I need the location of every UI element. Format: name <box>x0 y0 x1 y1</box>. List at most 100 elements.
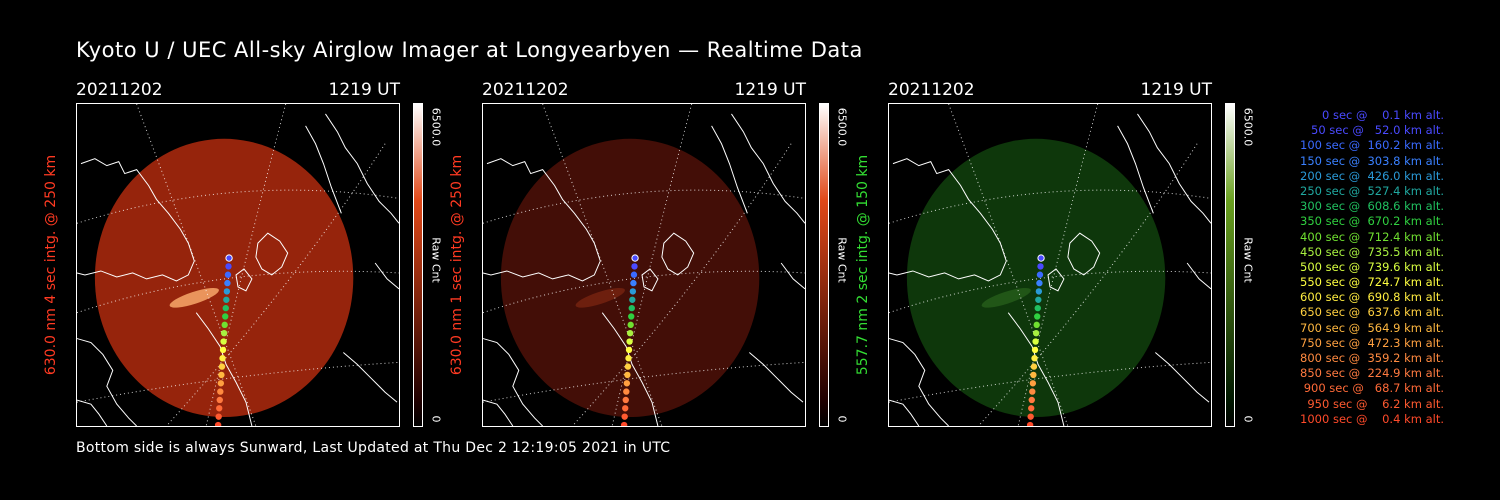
trajectory-point <box>1034 313 1041 320</box>
coastline <box>889 338 949 426</box>
aurora-arc <box>981 288 1031 308</box>
trajectory-point <box>216 396 223 404</box>
trajectory-point <box>215 413 222 420</box>
coastline <box>77 338 137 426</box>
coastline <box>1186 262 1211 290</box>
coastline <box>325 113 399 224</box>
trajectory-legend-entry: 550 sec @ 724.7 km alt. <box>1300 275 1444 290</box>
trajectory-legend-entry: 100 sec @ 160.2 km alt. <box>1300 138 1444 153</box>
allsky-image <box>76 103 400 427</box>
trajectory-point <box>626 338 633 345</box>
panel-557nm-2sec: 20211202 1219 UT 557.7 nm 2 sec intg. @ … <box>855 80 1288 430</box>
trajectory-point <box>219 355 226 362</box>
trajectory-point <box>631 263 638 270</box>
coastline <box>1137 113 1211 224</box>
trajectory-point <box>220 338 227 345</box>
trajectory-legend-entry: 350 sec @ 670.2 km alt. <box>1300 214 1444 229</box>
panel-date: 20211202 <box>76 80 163 100</box>
coastline <box>889 399 920 426</box>
trajectory-legend-entry: 800 sec @ 359.2 km alt. <box>1300 351 1444 365</box>
panel-630nm-4sec: 20211202 1219 UT 630.0 nm 4 sec intg. @ … <box>43 80 476 430</box>
trajectory-legend-entry: 750 sec @ 472.3 km alt. <box>1300 335 1444 350</box>
coastline <box>731 113 805 224</box>
panel-wavelength-label: 630.0 nm 1 sec intg. @ 250 km <box>449 154 465 376</box>
grid-line <box>889 189 1211 224</box>
coastline <box>77 399 108 426</box>
trajectory-point <box>222 313 229 320</box>
coastline <box>343 352 398 403</box>
coastline <box>77 158 195 282</box>
coastline <box>483 338 543 426</box>
panel-time: 1219 UT <box>328 80 401 100</box>
coastline <box>195 312 253 426</box>
trajectory-legend-entry: 500 sec @ 739.6 km alt. <box>1300 259 1444 274</box>
trajectory-point <box>219 346 227 354</box>
colorbar <box>819 103 829 427</box>
trajectory-point <box>623 388 630 395</box>
trajectory-legend-entry: 200 sec @ 426.0 km alt. <box>1300 168 1444 183</box>
trajectory-point <box>630 271 638 278</box>
trajectory-point <box>217 388 224 395</box>
trajectory-legend: 0 sec @ 0.1 km alt. 50 sec @ 52.0 km alt.… <box>1204 108 1444 427</box>
trajectory-point <box>1037 254 1045 262</box>
colorbar-unit-label: Raw Cnt <box>835 237 849 283</box>
trajectory-point <box>625 355 632 362</box>
trajectory-point <box>220 329 228 337</box>
grid-line <box>483 189 805 224</box>
trajectory-point <box>222 304 229 312</box>
trajectory-legend-entry: 700 sec @ 564.9 km alt. <box>1300 320 1444 335</box>
trajectory-point <box>1031 346 1039 354</box>
panel-time: 1219 UT <box>734 80 807 100</box>
trajectory-legend-entry: 0 sec @ 0.1 km alt. <box>1321 108 1444 122</box>
trajectory-point <box>626 329 634 337</box>
coastline <box>483 158 601 282</box>
trajectory-point <box>627 321 634 329</box>
airglow-disc <box>906 138 1166 418</box>
grid-line <box>166 143 386 426</box>
trajectory-point <box>1030 371 1037 379</box>
panel-date: 20211202 <box>888 80 975 100</box>
grid-line <box>77 189 399 224</box>
trajectory-legend-entry: 400 sec @ 712.4 km alt. <box>1300 229 1444 244</box>
grid-line <box>978 143 1198 426</box>
trajectory-point <box>218 363 226 370</box>
colorbar <box>1225 103 1235 427</box>
trajectory-point <box>1030 363 1038 370</box>
panel-wavelength-label: 557.7 nm 2 sec intg. @ 150 km <box>855 154 871 376</box>
coastline <box>1047 268 1065 292</box>
coastline <box>255 232 289 276</box>
trajectory-point <box>223 288 231 295</box>
trajectory-point <box>622 396 629 404</box>
trajectory-point <box>218 371 225 379</box>
trajectory-point <box>225 254 233 262</box>
coastline <box>601 312 659 426</box>
trajectory-point <box>624 363 632 370</box>
trajectory-point <box>1035 296 1042 303</box>
trajectory-point <box>225 263 232 270</box>
colorbar-min-label: 0 <box>429 415 443 423</box>
trajectory-point <box>1026 421 1034 426</box>
trajectory-legend-entry: 900 sec @ 68.7 km alt. <box>1303 381 1444 396</box>
grid-line <box>77 270 399 314</box>
footer-status: Bottom side is always Sunward, Last Upda… <box>76 440 671 456</box>
trajectory-legend-entry: 600 sec @ 690.8 km alt. <box>1300 290 1444 305</box>
grid-line <box>572 143 792 426</box>
trajectory-point <box>628 304 635 312</box>
airglow-disc <box>94 138 354 418</box>
colorbar <box>413 103 423 427</box>
trajectory-point <box>1032 338 1039 345</box>
allsky-image <box>888 103 1212 427</box>
coastline <box>749 352 804 403</box>
trajectory-point <box>1035 288 1043 295</box>
trajectory-point <box>629 288 637 295</box>
trajectory-point <box>221 321 228 329</box>
trajectory-legend-entry: 1000 sec @ 0.4 km alt. <box>1300 411 1444 426</box>
colorbar-max-label: 6500.0 <box>835 107 849 147</box>
trajectory-point <box>1033 321 1040 329</box>
trajectory-point <box>1034 304 1041 312</box>
trajectory-point <box>223 296 230 303</box>
trajectory-point <box>224 279 231 287</box>
panel-wavelength-label: 630.0 nm 4 sec intg. @ 250 km <box>43 154 59 376</box>
trajectory-legend-entry: 850 sec @ 224.9 km alt. <box>1300 366 1444 381</box>
trajectory-point <box>628 313 635 320</box>
